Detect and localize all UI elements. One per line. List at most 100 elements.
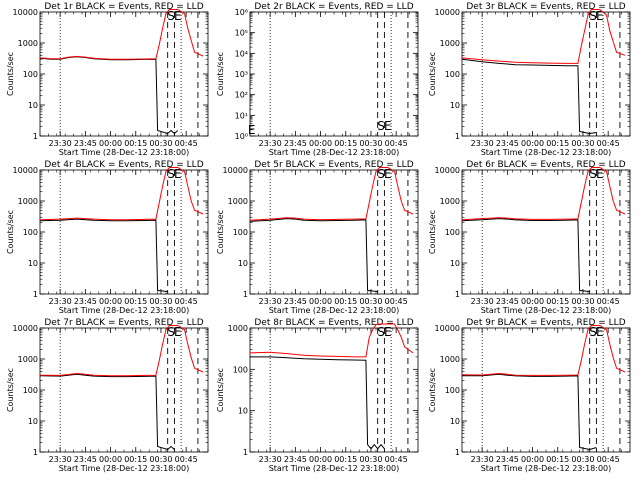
plot-frame	[249, 11, 419, 137]
x-tick-label: 00:00	[99, 139, 122, 148]
panel-title: Det 7r BLACK = Events, RED = LLD	[44, 318, 203, 328]
x-tick-label: 23:30	[49, 139, 72, 148]
marker-label: S	[589, 9, 597, 23]
y-tick-label: 10000	[13, 324, 38, 333]
y-tick-label: 10000	[223, 166, 248, 175]
y-tick-label: 10¹	[235, 111, 248, 120]
y-tick-label: 100	[445, 70, 460, 79]
x-tick-label: 00:15	[124, 297, 147, 306]
y-axis-label: Counts/sec	[6, 368, 15, 412]
x-tick-label: 00:30	[571, 297, 594, 306]
series-group	[40, 325, 204, 451]
plot-frame	[39, 11, 209, 137]
x-tick-label: 00:00	[521, 139, 544, 148]
y-tick-label: 10000	[13, 8, 38, 17]
panel-title: Det 4r BLACK = Events, RED = LLD	[44, 160, 203, 170]
plot-frame	[249, 169, 419, 295]
y-axis-label: Counts/sec	[216, 52, 225, 96]
x-axis-label: Start Time (28-Dec-12 23:18:00)	[481, 306, 612, 315]
panel-det-9: Det 9r BLACK = Events, RED = LLD 1 10 100 10…	[428, 318, 631, 473]
y-axis-label: Counts/sec	[6, 52, 15, 96]
series-red-lld	[40, 167, 204, 221]
x-tick-label: 23:45	[284, 139, 307, 148]
x-axis-label: Start Time (28-Dec-12 23:18:00)	[269, 148, 400, 157]
marker-label: S	[167, 9, 175, 23]
x-tick-label: 23:45	[284, 455, 307, 464]
marker-label: E	[384, 119, 392, 133]
y-tick-label: 100	[23, 386, 38, 395]
x-axis-label: Start Time (28-Dec-12 23:18:00)	[269, 464, 400, 473]
y-tick-label: 1	[455, 290, 460, 299]
x-tick-label: 23:30	[259, 455, 282, 464]
x-tick-label: 23:30	[259, 297, 282, 306]
y-tick-label: 10000	[435, 324, 460, 333]
x-tick-label: 00:15	[334, 139, 357, 148]
x-tick-label: 00:15	[334, 455, 357, 464]
series-black-events	[40, 218, 168, 292]
series-group	[40, 167, 204, 292]
series-group	[462, 9, 626, 135]
x-tick-label: 23:45	[496, 297, 519, 306]
x-tick-label: 00:15	[124, 455, 147, 464]
y-tick-label: 1	[33, 290, 38, 299]
series-group	[462, 167, 626, 292]
x-tick-label: 00:45	[175, 455, 198, 464]
series-black-events	[462, 373, 597, 451]
x-tick-label: 23:30	[471, 455, 494, 464]
y-tick-label: 10	[28, 417, 38, 426]
x-axis-label: Start Time (28-Dec-12 23:18:00)	[481, 464, 612, 473]
y-tick-label: 10	[28, 259, 38, 268]
x-tick-label: 23:45	[74, 455, 97, 464]
x-tick-label: 23:45	[74, 139, 97, 148]
x-tick-label: 23:30	[471, 297, 494, 306]
y-tick-label: 10⁰	[235, 132, 248, 141]
y-tick-label: 10⁴	[235, 49, 248, 58]
y-tick-label: 1000	[440, 355, 460, 364]
y-axis-label: Counts/sec	[428, 368, 437, 412]
y-tick-label: 10	[450, 417, 460, 426]
marker-label: S	[589, 325, 597, 339]
panel-det-2: Det 2r BLACK = Events, RED = LLD 10⁰ 10¹ 10…	[216, 2, 419, 157]
marker-label: S	[377, 167, 385, 181]
x-tick-label: 00:30	[359, 455, 382, 464]
plot-frame	[39, 169, 209, 295]
y-tick-label: 1000	[228, 197, 248, 206]
x-tick-label: 00:30	[571, 455, 594, 464]
x-tick-label: 00:00	[521, 297, 544, 306]
x-tick-label: 00:45	[597, 455, 620, 464]
panel-det-5: Det 5r BLACK = Events, RED = LLD 1 10 100 10…	[216, 160, 419, 315]
marker-label: E	[596, 167, 604, 181]
x-tick-label: 23:45	[284, 297, 307, 306]
panel-det-3: Det 3r BLACK = Events, RED = LLD 1 10 100 10…	[428, 2, 631, 157]
panel-det-7: Det 7r BLACK = Events, RED = LLD 1 10 100 10…	[6, 318, 209, 473]
x-tick-label: 00:15	[546, 297, 569, 306]
y-tick-label: 1000	[18, 197, 38, 206]
y-tick-label: 10	[450, 259, 460, 268]
x-axis-label: Start Time (28-Dec-12 23:18:00)	[481, 148, 612, 157]
x-tick-label: 23:30	[49, 297, 72, 306]
x-tick-label: 00:30	[149, 297, 172, 306]
x-tick-label: 00:15	[124, 139, 147, 148]
panel-title: Det 5r BLACK = Events, RED = LLD	[254, 160, 413, 170]
x-tick-label: 23:30	[259, 139, 282, 148]
y-tick-label: 10000	[435, 8, 460, 17]
y-tick-label: 1	[33, 132, 38, 141]
panel-det-8: Det 8r BLACK = Events, RED = LLD 1 10 100 10…	[216, 318, 419, 473]
y-tick-label: 10⁶	[235, 8, 248, 17]
x-axis-label: Start Time (28-Dec-12 23:18:00)	[59, 464, 190, 473]
y-tick-label: 1	[243, 448, 248, 457]
marker-label: E	[174, 325, 182, 339]
y-tick-label: 1000	[440, 39, 460, 48]
x-tick-label: 23:30	[471, 139, 494, 148]
y-axis-label: Counts/sec	[216, 368, 225, 412]
x-tick-label: 00:45	[385, 139, 408, 148]
y-tick-label: 1	[243, 290, 248, 299]
y-tick-label: 1000	[440, 197, 460, 206]
marker-label: S	[167, 167, 175, 181]
y-tick-label: 1000	[18, 355, 38, 364]
y-tick-label: 10000	[435, 166, 460, 175]
y-tick-label: 100	[445, 228, 460, 237]
x-tick-label: 00:45	[385, 297, 408, 306]
marker-label: S	[377, 119, 385, 133]
y-tick-label: 10	[28, 101, 38, 110]
